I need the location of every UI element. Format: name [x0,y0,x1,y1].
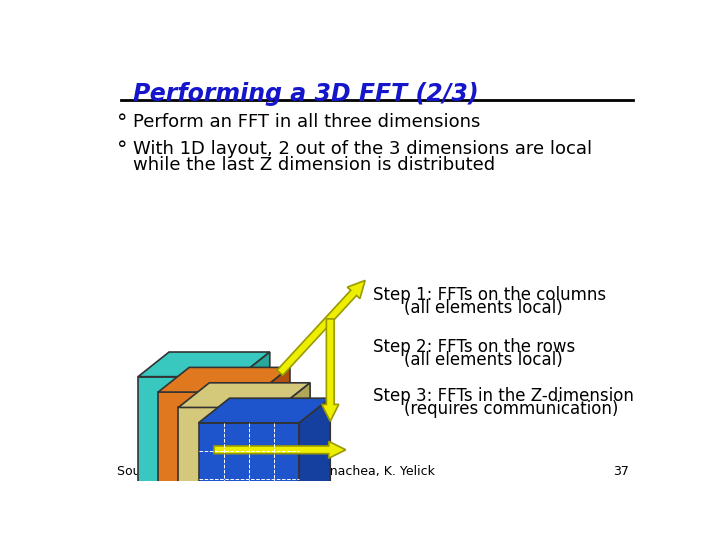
Polygon shape [158,367,290,392]
Text: 37: 37 [613,465,629,478]
Text: °: ° [117,140,127,160]
Polygon shape [138,352,270,377]
Polygon shape [158,392,259,504]
Polygon shape [179,408,279,519]
Polygon shape [138,377,239,488]
Polygon shape [279,383,310,519]
Polygon shape [199,398,330,423]
Polygon shape [239,352,270,488]
Polygon shape [214,441,346,458]
Polygon shape [259,367,290,504]
Text: Step 1: FFTs on the columns: Step 1: FFTs on the columns [373,286,606,304]
Text: (requires communication): (requires communication) [404,400,618,418]
Polygon shape [322,319,339,421]
Text: Perform an FFT in all three dimensions: Perform an FFT in all three dimensions [132,112,480,131]
Polygon shape [179,383,310,408]
Text: Step 2: FFTs on the rows: Step 2: FFTs on the rows [373,338,575,356]
Polygon shape [199,423,300,535]
Text: Performing a 3D FFT (2/3): Performing a 3D FFT (2/3) [132,82,478,106]
Text: With 1D layout, 2 out of the 3 dimensions are local: With 1D layout, 2 out of the 3 dimension… [132,140,592,158]
Text: (all elements local): (all elements local) [404,351,562,369]
Polygon shape [300,398,330,535]
Text: (all elements local): (all elements local) [404,299,562,317]
Text: °: ° [117,112,127,132]
Text: Step 3: FFTs in the Z-dimension: Step 3: FFTs in the Z-dimension [373,387,634,404]
Text: while the last Z dimension is distributed: while the last Z dimension is distribute… [132,156,495,174]
Text: Source:  R. Nishtala, C. Bell, D. Bonachea, K. Yelick: Source: R. Nishtala, C. Bell, D. Bonache… [117,465,435,478]
Polygon shape [277,280,365,375]
